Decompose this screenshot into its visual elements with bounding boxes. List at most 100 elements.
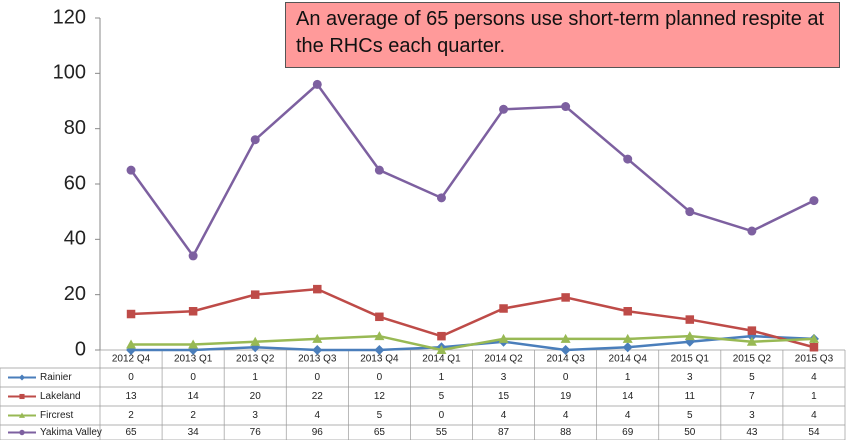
marker (561, 102, 571, 112)
table-cell: 1 (439, 372, 445, 383)
marker (374, 345, 385, 355)
x-tick-label: 2015 Q3 (795, 354, 834, 365)
x-tick-label: 2012 Q4 (112, 354, 151, 365)
marker (250, 135, 260, 145)
table-cell: 1 (252, 372, 258, 383)
marker (312, 345, 323, 355)
table-cell: 1 (625, 372, 631, 383)
marker (188, 307, 198, 316)
table-cell: 4 (315, 410, 321, 421)
table-cell: 0 (377, 372, 383, 383)
marker (685, 207, 695, 217)
table-cell: 15 (498, 391, 510, 402)
marker (747, 326, 757, 335)
marker (437, 331, 446, 341)
annotation: An average of 65 persons use short-term … (285, 2, 840, 68)
table-cell: 3 (687, 372, 693, 383)
x-tick-label: 2014 Q2 (484, 354, 523, 365)
legend-label: Lakeland (40, 391, 81, 402)
table-cell: 3 (252, 410, 258, 421)
marker (560, 333, 571, 343)
marker (188, 251, 198, 261)
marker (126, 309, 136, 319)
marker (436, 193, 446, 203)
legend-label: Rainier (40, 372, 72, 383)
legend-marker (19, 429, 25, 436)
marker (374, 165, 384, 175)
marker (561, 293, 570, 302)
table-cell: 50 (684, 427, 696, 438)
marker (746, 336, 757, 346)
table-cell: 7 (749, 391, 755, 402)
table-cell: 20 (250, 391, 262, 402)
table-cell: 43 (746, 427, 758, 438)
table-cell: 55 (436, 427, 448, 438)
y-tick-label: 20 (64, 283, 86, 305)
x-tick-label: 2014 Q3 (546, 354, 585, 365)
y-tick-label: 60 (64, 172, 86, 194)
table-cell: 14 (622, 391, 634, 402)
table-cell: 69 (622, 427, 634, 438)
table-cell: 65 (125, 427, 137, 438)
marker (684, 331, 695, 341)
table-cell: 5 (377, 410, 383, 421)
table-cell: 11 (685, 391, 696, 402)
x-tick-label: 2015 Q1 (671, 354, 710, 365)
x-tick-label: 2013 Q3 (298, 354, 337, 365)
marker (499, 104, 509, 114)
x-tick-label: 2014 Q4 (609, 354, 648, 365)
table-cell: 0 (563, 372, 569, 383)
table-cell: 96 (312, 427, 324, 438)
table-cell: 19 (560, 391, 572, 402)
table-cell: 4 (501, 410, 507, 421)
table-cell: 22 (312, 391, 324, 402)
y-tick-label: 40 (64, 228, 86, 250)
y-tick-label: 0 (75, 338, 86, 360)
legend-marker (19, 393, 25, 400)
marker (809, 342, 819, 352)
series-line (130, 287, 815, 349)
table-cell: 1 (811, 391, 817, 402)
marker (313, 284, 322, 294)
table-cell: 87 (498, 427, 510, 438)
marker (685, 315, 695, 324)
table-cell: 3 (501, 372, 507, 383)
table-cell: 0 (315, 372, 321, 383)
x-tick-label: 2014 Q1 (422, 354, 461, 365)
table-cell: 14 (188, 391, 200, 402)
table-cell: 88 (560, 427, 572, 438)
marker (747, 226, 757, 236)
marker (312, 79, 322, 89)
table-cell: 12 (374, 391, 386, 402)
table-cell: 0 (128, 372, 134, 383)
legend-label: Fircrest (40, 410, 74, 421)
table-cell: 0 (439, 410, 445, 421)
x-tick-label: 2013 Q2 (236, 354, 275, 365)
table-cell: 4 (625, 410, 631, 421)
marker (250, 336, 261, 346)
marker (374, 331, 385, 341)
table-cell: 5 (439, 391, 445, 402)
legend-marker (19, 412, 25, 418)
marker (250, 290, 260, 299)
table-cell: 65 (374, 427, 386, 438)
table-cell: 3 (749, 410, 755, 421)
y-tick-label: 100 (53, 62, 86, 84)
y-tick-label: 80 (64, 117, 86, 139)
marker (623, 154, 633, 164)
series-line (130, 82, 815, 259)
table-cell: 4 (811, 410, 817, 421)
table-cell: 2 (128, 410, 134, 421)
x-tick-label: 2013 Q1 (174, 354, 213, 365)
marker (622, 333, 633, 343)
series-line (131, 334, 815, 352)
table-cell: 54 (808, 427, 820, 438)
marker (126, 339, 137, 349)
table-cell: 76 (250, 427, 262, 438)
table-cell: 5 (749, 372, 755, 383)
table-cell: 34 (188, 427, 200, 438)
table-cell: 0 (190, 372, 196, 383)
marker (560, 345, 571, 355)
table-cell: 2 (190, 410, 196, 421)
